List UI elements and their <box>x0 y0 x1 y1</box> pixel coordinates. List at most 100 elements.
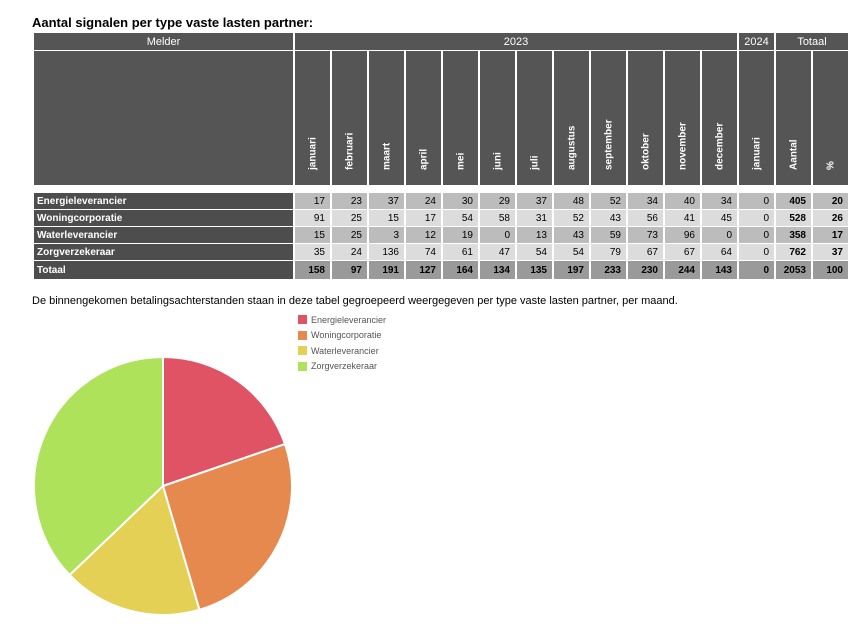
cell-2023-augustus: 43 <box>554 227 589 243</box>
header-2023-september: september <box>591 51 626 185</box>
cell-2023-april: 24 <box>406 193 441 209</box>
cell-aantal: 762 <box>776 244 811 260</box>
cell-2023-mei: 61 <box>443 244 478 260</box>
cell-2023-februari: 25 <box>332 227 367 243</box>
signals-table: Melder 2023 2024 Totaal januari februari m… <box>32 32 850 280</box>
cell-2023-juni: 29 <box>480 193 515 209</box>
cell-2023-november: 96 <box>665 227 700 243</box>
cell-2023-september: 59 <box>591 227 626 243</box>
cell-2023-mei: 164 <box>443 261 478 279</box>
row-label: Zorgverzekeraar <box>34 244 293 260</box>
cell-2023-maart: 15 <box>369 210 404 226</box>
cell-percentage: 100 <box>813 261 848 279</box>
cell-2023-december: 143 <box>702 261 737 279</box>
cell-aantal: 405 <box>776 193 811 209</box>
cell-2023-januari: 91 <box>295 210 330 226</box>
header-year-2024: 2024 <box>739 33 774 50</box>
cell-2023-september: 52 <box>591 193 626 209</box>
header-2023-juli: juli <box>517 51 552 185</box>
cell-2023-december: 64 <box>702 244 737 260</box>
header-2023-augustus: augustus <box>554 51 589 185</box>
pie-slice-waterleverancier[interactable] <box>68 484 201 616</box>
cell-2023-mei: 54 <box>443 210 478 226</box>
legend-label: Energieleverancier <box>311 314 387 325</box>
cell-2023-juli: 135 <box>517 261 552 279</box>
header-year-2023: 2023 <box>295 33 737 50</box>
cell-2023-oktober: 67 <box>628 244 663 260</box>
cell-2023-mei: 30 <box>443 193 478 209</box>
header-melder: Melder <box>34 33 293 50</box>
cell-2024-januari: 0 <box>739 193 774 209</box>
cell-2023-juli: 31 <box>517 210 552 226</box>
cell-2023-maart: 3 <box>369 227 404 243</box>
cell-2023-juni: 47 <box>480 244 515 260</box>
legend-item: Energieleverancier <box>298 312 386 328</box>
cell-2023-september: 79 <box>591 244 626 260</box>
header-aantal: Aantal <box>776 51 811 185</box>
header-2023-januari: januari <box>295 51 330 185</box>
cell-2023-februari: 23 <box>332 193 367 209</box>
legend-label: Zorgverzekeraar <box>311 361 378 372</box>
cell-2023-juli: 13 <box>517 227 552 243</box>
cell-2023-juni: 0 <box>480 227 515 243</box>
cell-2023-mei: 19 <box>443 227 478 243</box>
cell-aantal: 2053 <box>776 261 811 279</box>
cell-aantal: 528 <box>776 210 811 226</box>
header-2023-april: april <box>406 51 441 185</box>
table-description: De binnengekomen betalingsachterstanden … <box>32 295 678 307</box>
cell-2023-augustus: 197 <box>554 261 589 279</box>
cell-2024-januari: 0 <box>739 244 774 260</box>
cell-2023-juni: 134 <box>480 261 515 279</box>
cell-2023-oktober: 73 <box>628 227 663 243</box>
cell-2023-juli: 54 <box>517 244 552 260</box>
cell-2023-oktober: 230 <box>628 261 663 279</box>
cell-2023-december: 45 <box>702 210 737 226</box>
cell-2023-februari: 97 <box>332 261 367 279</box>
cell-2023-april: 17 <box>406 210 441 226</box>
cell-2023-oktober: 34 <box>628 193 663 209</box>
cell-2023-augustus: 54 <box>554 244 589 260</box>
cell-2023-april: 12 <box>406 227 441 243</box>
chart-legend: Energieleverancier Woningcorporatie Waterl… <box>298 312 386 374</box>
cell-2023-januari: 15 <box>295 227 330 243</box>
row-label: Woningcorporatie <box>34 210 293 226</box>
table-row: Woningcorporatie 91 25 15 17 54 58 31 52 43 56 41 45… <box>34 210 848 226</box>
header-2023-november: november <box>665 51 700 185</box>
legend-label: Waterleverancier <box>311 345 379 356</box>
cell-2023-januari: 35 <box>295 244 330 260</box>
cell-2023-juli: 37 <box>517 193 552 209</box>
pie-slice-woningcorporatie[interactable] <box>161 442 293 611</box>
cell-2023-december: 34 <box>702 193 737 209</box>
cell-2024-januari: 0 <box>739 261 774 279</box>
cell-2024-januari: 0 <box>739 227 774 243</box>
legend-label: Woningcorporatie <box>311 330 382 341</box>
row-label: Totaal <box>34 261 293 279</box>
header-2023-maart: maart <box>369 51 404 185</box>
legend-item: Waterleverancier <box>298 343 386 359</box>
cell-2023-augustus: 52 <box>554 210 589 226</box>
legend-swatch <box>298 315 307 325</box>
cell-2023-november: 40 <box>665 193 700 209</box>
header-corner <box>34 51 293 185</box>
cell-2023-maart: 136 <box>369 244 404 260</box>
header-2023-december: december <box>702 51 737 185</box>
cell-2023-april: 74 <box>406 244 441 260</box>
cell-2024-januari: 0 <box>739 210 774 226</box>
cell-aantal: 358 <box>776 227 811 243</box>
header-2023-juni: juni <box>480 51 515 185</box>
cell-2023-november: 67 <box>665 244 700 260</box>
cell-percentage: 26 <box>813 210 848 226</box>
page-title: Aantal signalen per type vaste lasten pa… <box>32 15 314 30</box>
table-row: Energieleverancier 17 23 37 24 30 29 37 48 52 34 40… <box>34 193 848 209</box>
cell-2023-september: 233 <box>591 261 626 279</box>
pie-slice-zorgverzekeraar[interactable] <box>33 355 164 577</box>
legend-swatch <box>298 346 307 356</box>
cell-2023-november: 244 <box>665 261 700 279</box>
cell-2023-januari: 17 <box>295 193 330 209</box>
cell-2023-oktober: 56 <box>628 210 663 226</box>
cell-percentage: 37 <box>813 244 848 260</box>
cell-2023-augustus: 48 <box>554 193 589 209</box>
cell-2023-november: 41 <box>665 210 700 226</box>
table-row: Zorgverzekeraar 35 24 136 74 61 47 54 54 79 67 67 64… <box>34 244 848 260</box>
